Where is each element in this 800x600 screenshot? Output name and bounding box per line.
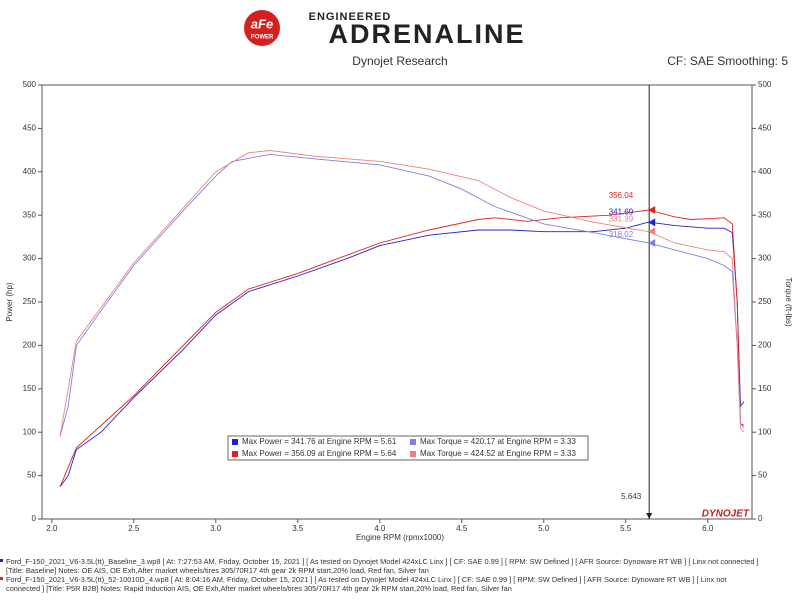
- y2-tick-label: 500: [758, 80, 772, 89]
- annotation-arrow: [648, 238, 656, 247]
- legend-swatch: [232, 451, 238, 457]
- y-tick-label: 100: [23, 427, 37, 436]
- legend-swatch: [410, 439, 416, 445]
- footer-swatch: [0, 559, 3, 562]
- x-axis-label: Engine RPM (rpmx1000): [356, 533, 444, 542]
- cursor-label: 5.643: [621, 492, 642, 501]
- y-tick-label: 150: [23, 384, 37, 393]
- legend-box: [227, 435, 589, 461]
- y2-tick-label: 100: [758, 427, 772, 436]
- y2-tick-label: 0: [758, 514, 763, 523]
- legend-swatch: [410, 451, 416, 457]
- legend-swatch: [232, 439, 238, 445]
- series-line: [59, 209, 745, 488]
- series-line: [59, 153, 745, 437]
- x-tick-label: 2.5: [128, 524, 140, 533]
- annotation-label: 356.04: [609, 191, 634, 200]
- y2-tick-label: 400: [758, 167, 772, 176]
- chart-subtitle: CF: SAE Smoothing: 5: [667, 54, 788, 68]
- legend-label: Max Torque = 420.17 at Engine RPM = 3.33: [420, 437, 577, 446]
- logo-badge-text: aFe: [251, 16, 273, 31]
- y2-tick-label: 350: [758, 210, 772, 219]
- series-line: [59, 221, 745, 488]
- annotation-label: 341.69: [609, 208, 634, 217]
- annotation-arrow: [648, 218, 656, 227]
- legend-label: Max Torque = 424.52 at Engine RPM = 3.33: [420, 449, 577, 458]
- x-tick-label: 2.0: [46, 524, 58, 533]
- footer-swatch: [0, 577, 3, 580]
- series-line: [59, 150, 745, 437]
- y-tick-label: 300: [23, 254, 37, 263]
- y-tick-label: 400: [23, 167, 37, 176]
- chart-title: Dynojet Research: [352, 54, 447, 68]
- x-tick-label: 3.5: [292, 524, 304, 533]
- y2-tick-label: 200: [758, 341, 772, 350]
- y-axis-label: Power (hp): [5, 282, 14, 321]
- y2-tick-label: 50: [758, 471, 767, 480]
- logo-badge-sub: POWER: [251, 35, 274, 41]
- annotation-label: 331.39: [609, 214, 634, 223]
- y-tick-label: 50: [27, 471, 36, 480]
- brand: DYNOJET: [702, 509, 750, 520]
- y-tick-label: 500: [23, 80, 37, 89]
- cursor-arrow: [646, 513, 653, 519]
- legend: Max Power = 341.76 at Engine RPM = 5.61 M…: [227, 435, 589, 461]
- logo-main: ADRENALINE: [328, 19, 525, 49]
- x-tick-label: 3.0: [210, 524, 222, 533]
- y-tick-label: 250: [23, 297, 37, 306]
- x-tick-label: 5.5: [620, 524, 632, 533]
- y-tick-label: 200: [23, 341, 37, 350]
- y-tick-label: 0: [32, 514, 37, 523]
- x-tick-label: 6.0: [702, 524, 714, 533]
- logo-top: ENGINEERED: [309, 11, 392, 23]
- annotation-arrow: [648, 205, 656, 214]
- legend-label: Max Power = 356.09 at Engine RPM = 5.64: [242, 449, 397, 458]
- y-tick-label: 450: [23, 124, 37, 133]
- x-tick-label: 5.0: [538, 524, 550, 533]
- y2-tick-label: 300: [758, 254, 772, 263]
- footer-line: [Title: Baseline] Notes: OE AIS, OE Exh,…: [6, 566, 429, 575]
- y2-tick-label: 250: [758, 297, 772, 306]
- footer-line: connected ] [Title: P5R B2B] Notes: Rapi…: [6, 584, 512, 593]
- y-tick-label: 350: [23, 210, 37, 219]
- y2-tick-label: 150: [758, 384, 772, 393]
- legend-label: Max Power = 341.76 at Engine RPM = 5.61: [242, 437, 397, 446]
- x-tick-label: 4.0: [374, 524, 386, 533]
- annotation-arrow: [648, 227, 656, 236]
- footer-line: Ford_F-150_2021_V6-3.5L(tt)_52-10010D_4.…: [6, 575, 727, 584]
- logo-badge: [244, 10, 280, 46]
- y2-axis-label: Torque (ft-lbs): [784, 277, 793, 327]
- footer-line: Ford_F-150_2021_V6-3.5L(tt)_Baseline_3.w…: [6, 557, 759, 566]
- x-tick-label: 4.5: [456, 524, 468, 533]
- annotation-label: 318.02: [609, 230, 634, 239]
- y2-tick-label: 450: [758, 124, 772, 133]
